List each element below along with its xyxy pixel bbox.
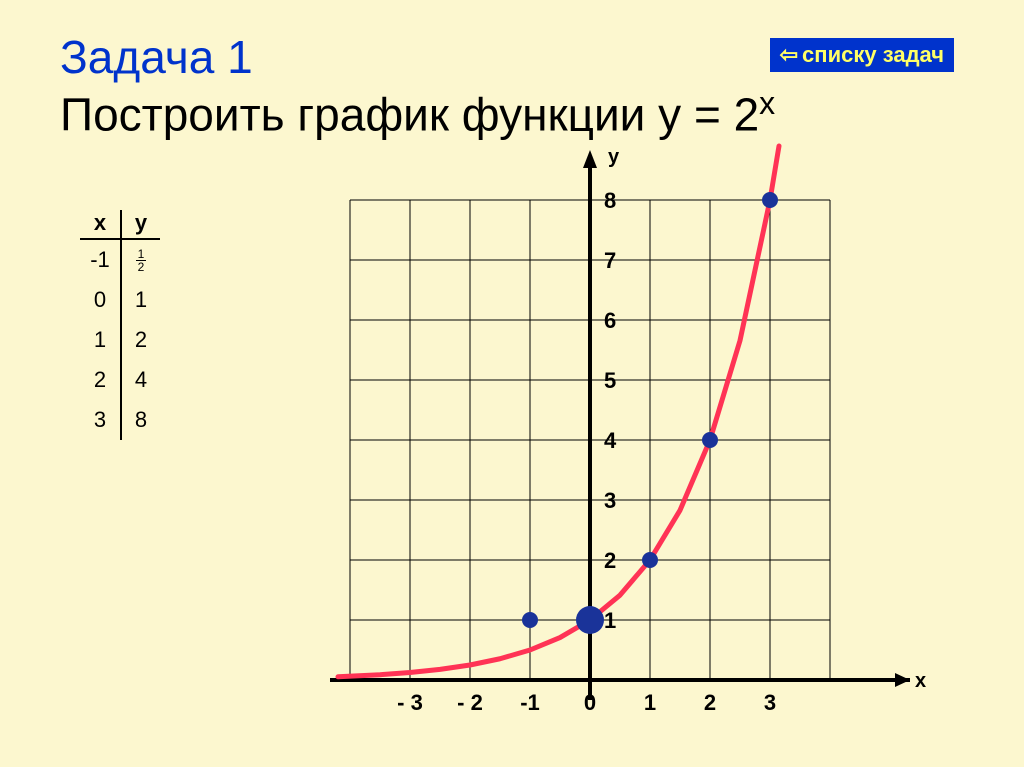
x-tick-label: 1: [632, 690, 668, 716]
y-tick-label: 7: [604, 248, 616, 274]
cell-x: 3: [80, 407, 120, 433]
table-row: 24: [80, 360, 160, 400]
function-chart: 12345678 - 3- 2-10123 y x: [310, 140, 950, 740]
y-tick-label: 5: [604, 368, 616, 394]
y-axis-label: y: [608, 146, 619, 169]
cell-x: 2: [80, 367, 120, 393]
cell-y: 8: [120, 400, 160, 440]
cell-y: 1: [120, 280, 160, 320]
x-axis-label: x: [915, 670, 926, 693]
task-description: Построить график функции y = 2x: [60, 84, 964, 143]
x-tick-label: 2: [692, 690, 728, 716]
cell-y: 2: [120, 320, 160, 360]
y-tick-label: 1: [604, 608, 616, 634]
cell-x: 1: [80, 327, 120, 353]
y-tick-label: 4: [604, 428, 616, 454]
y-tick-label: 3: [604, 488, 616, 514]
table-row: -112: [80, 240, 160, 280]
table-row: 12: [80, 320, 160, 360]
x-tick-label: 3: [752, 690, 788, 716]
header-y: y: [120, 210, 160, 240]
table-header: x y: [80, 210, 160, 240]
x-tick-label: -1: [512, 690, 548, 716]
cell-x: -1: [80, 247, 120, 273]
table-row: 38: [80, 400, 160, 440]
cell-y: 4: [120, 360, 160, 400]
y-tick-label: 6: [604, 308, 616, 334]
back-arrow-icon: ⇦: [780, 42, 798, 68]
chart-svg: [310, 140, 950, 740]
table-row: 01: [80, 280, 160, 320]
value-table: x y -11201122438: [80, 210, 160, 440]
x-tick-label: - 2: [452, 690, 488, 716]
x-tick-label: 0: [572, 690, 608, 716]
cell-x: 0: [80, 287, 120, 313]
header-x: x: [80, 210, 120, 240]
y-tick-label: 2: [604, 548, 616, 574]
y-tick-label: 8: [604, 188, 616, 214]
back-to-list-link[interactable]: ⇦ списку задач: [770, 38, 954, 72]
title-area: Задача 1 Построить график функции y = 2x: [0, 0, 1024, 153]
x-tick-label: - 3: [392, 690, 428, 716]
cell-y: 12: [120, 240, 160, 280]
back-link-label: списку задач: [802, 42, 944, 68]
